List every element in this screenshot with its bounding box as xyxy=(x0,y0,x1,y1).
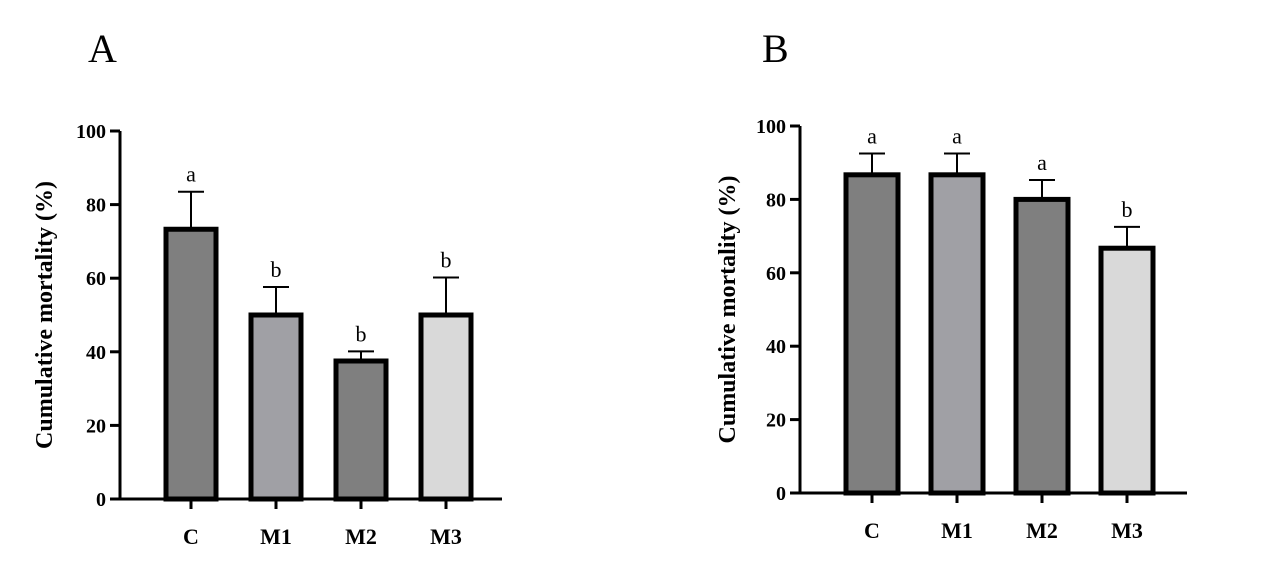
panel-b-y-tick-label: 60 xyxy=(766,263,786,285)
panel-b-x-tick-label: M3 xyxy=(1111,518,1143,543)
panel-b-x-tick-label: C xyxy=(864,518,880,543)
panel-a-significance-label: a xyxy=(186,162,196,187)
panel-b-significance-label: a xyxy=(1037,150,1047,175)
panel-a-x-tick-label: M1 xyxy=(260,524,292,549)
panel-b: B Cumulative mortality (%) 0 20 40 60 80 100 a Ca… xyxy=(715,26,1187,543)
panel-a-significance-label: b xyxy=(356,321,367,346)
panel-a-significance-label: b xyxy=(441,247,452,272)
panel-a-y-tick-label: 100 xyxy=(76,121,106,143)
panel-b-y-axis-title: Cumulative mortality (%) xyxy=(715,176,741,444)
panel-b-y-tick-label: 100 xyxy=(756,116,786,138)
panel-b-bar-m2 xyxy=(1013,196,1071,496)
panel-a-x-tick-label: C xyxy=(183,524,199,549)
panel-a: A Cumulative mortality (%) 0 20 40 60 80 100 a Cb… xyxy=(32,26,502,549)
panel-b-x-tick-label: M2 xyxy=(1026,518,1058,543)
panel-b-bar-m1 xyxy=(928,172,986,496)
panel-b-significance-label: a xyxy=(952,124,962,149)
panel-b-y-tick-label: 0 xyxy=(776,483,786,505)
panel-b-bar-c xyxy=(843,172,901,496)
panel-a-y-tick-label: 0 xyxy=(96,489,106,511)
panel-b-bar-m3 xyxy=(1098,245,1156,496)
panel-a-letter: A xyxy=(88,26,117,71)
panel-a-y-tick-label: 60 xyxy=(86,268,106,290)
panel-a-bar-c xyxy=(163,226,219,502)
panel-b-letter: B xyxy=(762,26,789,71)
panel-b-y-tick-label: 20 xyxy=(766,410,786,432)
panel-a-bar-m1 xyxy=(248,312,304,502)
panel-b-y-tick-label: 80 xyxy=(766,189,786,211)
panel-a-bar-m2 xyxy=(333,358,389,502)
panel-a-x-tick-label: M2 xyxy=(345,524,377,549)
panel-a-y-axis-title: Cumulative mortality (%) xyxy=(32,181,58,449)
panel-b-x-tick-label: M1 xyxy=(941,518,973,543)
panel-a-y-tick-label: 80 xyxy=(86,195,106,217)
panel-b-y-tick-label: 40 xyxy=(766,336,786,358)
panel-b-significance-label: b xyxy=(1122,197,1133,222)
panel-b-significance-label: a xyxy=(867,124,877,149)
panel-a-significance-label: b xyxy=(271,257,282,282)
panel-a-x-tick-label: M3 xyxy=(430,524,462,549)
panel-a-y-tick-label: 20 xyxy=(86,415,106,437)
panel-a-y-tick-label: 40 xyxy=(86,342,106,364)
panel-a-bar-m3 xyxy=(418,312,474,502)
